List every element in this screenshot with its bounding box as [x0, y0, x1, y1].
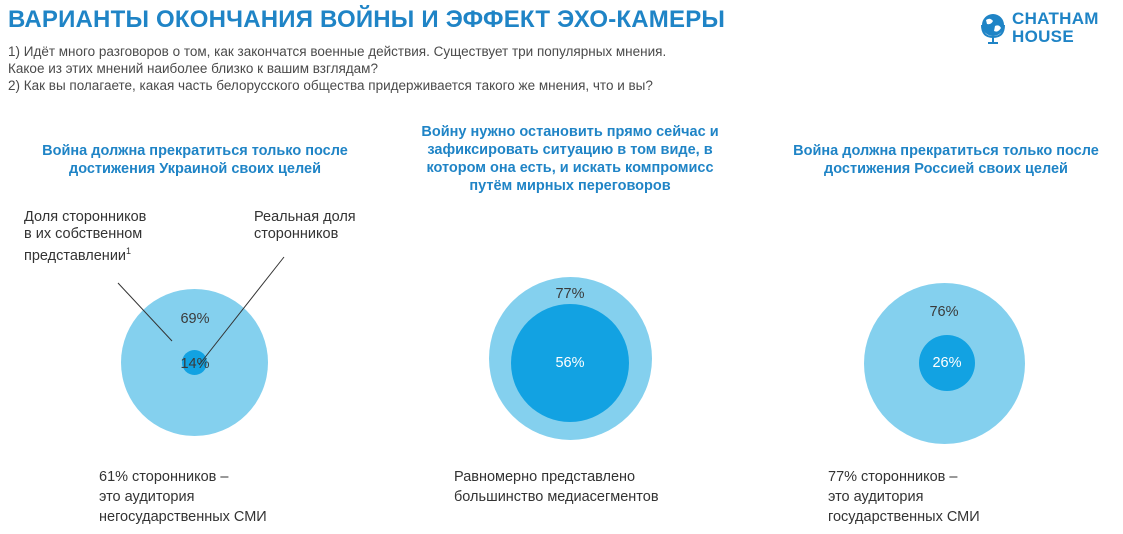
column-2-actual-pct: 56% [555, 355, 585, 371]
question-2: 2) Как вы полагаете, какая часть белорус… [8, 78, 653, 93]
logo-line-2: HOUSE [1012, 27, 1074, 46]
column-1-title-line: достижения Украиной своих целей [68, 161, 321, 177]
column-2-title-line: котором она есть, и искать компромисс [426, 160, 714, 176]
page-title: ВАРИАНТЫ ОКОНЧАНИЯ ВОЙНЫ И ЭФФЕКТ ЭХО-КА… [8, 6, 726, 33]
column-1-footer: 61% сторонников – это аудитория негосуда… [99, 467, 267, 527]
actual-share-pointer-line [198, 256, 285, 366]
column-3-footer: 77% сторонников – это аудитория государс… [828, 467, 980, 527]
column-2-title-line: путём мирных переговоров [469, 178, 671, 194]
column-3-footer-line: это аудитория [828, 489, 924, 505]
column-3-title-line: Война должна прекратиться только после [793, 143, 1099, 159]
column-3-title: Война должна прекратиться только после д… [776, 142, 1116, 178]
logo-line-1: CHATHAM [1012, 9, 1099, 28]
column-3-footer-line: государственных СМИ [828, 509, 980, 525]
column-1-perceived-pct: 69% [180, 311, 210, 327]
footnote-marker: 1 [126, 246, 132, 256]
perceived-share-pointer-line [117, 282, 173, 342]
column-2-footer: Равномерно представлено большинство меди… [454, 467, 659, 507]
column-2-perceived-pct: 77% [555, 286, 585, 302]
column-1-actual-pct: 14% [180, 356, 210, 372]
chatham-house-logo: CHATHAM HOUSE [980, 10, 1120, 50]
column-1-footer-line: негосударственных СМИ [99, 509, 267, 525]
column-1-title-line: Война должна прекратиться только после [42, 143, 348, 159]
column-1-footer-line: это аудитория [99, 489, 195, 505]
actual-share-label-line: Реальная доля [254, 209, 356, 225]
column-3-title-line: достижения Россией своих целей [824, 161, 1068, 177]
column-3-perceived-pct: 76% [929, 304, 959, 320]
perceived-share-label-text: представлении [24, 247, 127, 264]
column-2-title: Войну нужно остановить прямо сейчас и за… [400, 123, 740, 195]
actual-share-label: Реальная доля сторонников [254, 209, 356, 243]
column-2-footer-line: Равномерно представлено [454, 469, 636, 485]
column-2-footer-line: большинство медиасегментов [454, 489, 659, 505]
perceived-share-label-line: Доля сторонников [24, 209, 147, 225]
column-3-inner-circle [919, 335, 975, 391]
perceived-share-label-line: в их собственном [24, 226, 143, 242]
column-2-inner-circle [511, 304, 629, 422]
column-1-title: Война должна прекратиться только после д… [25, 142, 365, 178]
column-3-footer-line: 77% сторонников – [828, 469, 958, 485]
column-1-inner-circle [182, 350, 207, 375]
perceived-share-label-line: представлении1 [24, 243, 146, 265]
column-2-title-line: Войну нужно остановить прямо сейчас и [421, 124, 719, 140]
column-1-footer-line: 61% сторонников – [99, 469, 229, 485]
question-1-line-2: Какое из этих мнений наиболее близко к в… [8, 61, 378, 76]
column-2-title-line: зафиксировать ситуацию в том виде, в [427, 142, 713, 158]
globe-icon [981, 14, 1005, 44]
column-3-actual-pct: 26% [932, 355, 962, 371]
question-1-line-1: 1) Идёт много разговоров о том, как зако… [8, 44, 667, 59]
actual-share-label-line: сторонников [254, 226, 339, 242]
perceived-share-label: Доля сторонников в их собственном предст… [24, 209, 146, 265]
